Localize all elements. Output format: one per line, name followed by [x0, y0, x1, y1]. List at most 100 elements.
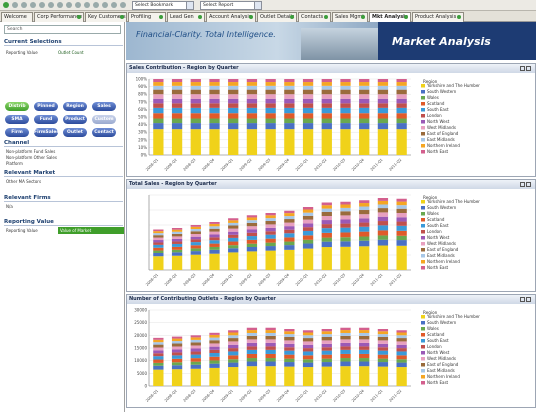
- legend-item: Northern Ireland: [427, 259, 460, 264]
- tab-lead-gen[interactable]: Lead Gen: [167, 12, 205, 22]
- report-select[interactable]: Select Report: [200, 1, 262, 10]
- bar-segment: [377, 358, 389, 363]
- channel-item[interactable]: Non-platform Other Sales: [6, 155, 57, 160]
- bar-segment: [302, 89, 314, 95]
- bar-segment: [209, 334, 220, 338]
- chart-panel-contribution[interactable]: Sales Contribution - Region by Quarter 0…: [126, 63, 536, 177]
- tab-label: Corp Performance: [37, 14, 83, 20]
- filter-button-contact[interactable]: Contact: [92, 128, 116, 137]
- x-tick-label: 2010-Q2: [314, 273, 328, 287]
- filter-button-fund[interactable]: Fund: [34, 115, 58, 124]
- lock-icon[interactable]: [48, 2, 54, 8]
- bar-segment: [284, 85, 295, 90]
- x-tick-label: 2008-Q3: [183, 389, 197, 403]
- filter-button-product[interactable]: Product: [63, 115, 87, 124]
- bar-segment: [321, 336, 332, 341]
- bar-segment: [246, 349, 258, 354]
- filter-button-pinned[interactable]: Pinned: [34, 102, 58, 111]
- bar-segment: [171, 352, 183, 356]
- help-icon[interactable]: [111, 2, 117, 8]
- bar-segment: [359, 85, 370, 90]
- filter-button-firmsales[interactable]: FirmSales: [34, 128, 59, 137]
- filter-button-distrib[interactable]: Distrib: [5, 102, 29, 111]
- legend-item: North West: [427, 119, 450, 124]
- redo-icon[interactable]: [39, 2, 45, 8]
- forward-icon[interactable]: [21, 2, 27, 8]
- bar-segment: [359, 218, 370, 223]
- bar-segment: [321, 89, 332, 95]
- bar-segment: [284, 233, 295, 238]
- filter-button-firm[interactable]: Firm: [5, 128, 29, 137]
- reporting-value-select[interactable]: Value of Market: [58, 227, 124, 234]
- bar-segment: [284, 340, 295, 344]
- bar-segment: [302, 107, 314, 114]
- undo-icon[interactable]: [30, 2, 36, 8]
- bar-segment: [153, 231, 164, 234]
- chart-panel-total-sales[interactable]: Total Sales - Region by Quarter 2008-Q1 2…: [126, 179, 536, 292]
- tab-profiling[interactable]: Profiling: [128, 12, 166, 22]
- tab-label: Key Customers: [88, 14, 126, 20]
- filter-button-sales[interactable]: Sales: [92, 102, 116, 111]
- bar-segment: [246, 247, 258, 252]
- tab-contacts[interactable]: Contacts: [298, 12, 331, 22]
- window-controls[interactable]: [519, 66, 533, 71]
- y-tick-label: 40%: [138, 122, 147, 127]
- email-icon[interactable]: [102, 2, 108, 8]
- tab-corp-performance[interactable]: Corp Performance: [34, 12, 84, 22]
- bar-segment: [321, 228, 332, 233]
- x-tick-label: 2008-Q3: [183, 273, 197, 287]
- bar-segment: [284, 226, 295, 230]
- print-icon[interactable]: [84, 2, 90, 8]
- tab-mkt-analysis[interactable]: Mkt Analysis: [369, 12, 411, 22]
- tab-key-customers[interactable]: Key Customers: [85, 12, 127, 22]
- maximize-icon: [526, 66, 531, 71]
- x-tick-label: 2008-Q1: [145, 389, 159, 403]
- chart-outlets[interactable]: 0 5000 10000 15000 20000 25000 30000 2008-Q1 200…: [127, 304, 535, 408]
- bar-segment: [284, 210, 295, 214]
- filter-button-custom[interactable]: Custom: [92, 115, 116, 124]
- chevron-down-icon[interactable]: [186, 2, 193, 9]
- chart-total-sales[interactable]: 2008-Q1 2008-Q2 2008-Q3 2008-Q4 2009-Q1 2009-…: [127, 189, 535, 292]
- tab-welcome[interactable]: Welcome: [1, 12, 33, 22]
- search-icon[interactable]: [66, 2, 72, 8]
- home-icon[interactable]: [3, 2, 9, 8]
- chart-contribution[interactable]: 0% 10% 20% 30% 40% 50% 60% 70% 80% 90% 100% 2008-Q1…: [127, 73, 535, 177]
- filter-button-sma[interactable]: SMA: [5, 115, 29, 124]
- settings-icon[interactable]: [120, 2, 126, 8]
- tab-sales-mgmt[interactable]: Sales Mgmt: [332, 12, 368, 22]
- x-tick-label: 2009-Q3: [257, 273, 271, 287]
- bookmark-select[interactable]: Select Bookmark: [132, 1, 194, 10]
- x-tick-label: 2009-Q2: [239, 273, 253, 287]
- bookmark-icon[interactable]: [75, 2, 81, 8]
- export-icon[interactable]: [93, 2, 99, 8]
- bar-segment: [171, 362, 183, 366]
- chart-panel-outlets[interactable]: Number of Contributing Outlets - Region …: [126, 294, 536, 408]
- bar-segment: [153, 339, 164, 343]
- window-controls[interactable]: [519, 182, 533, 187]
- window-controls[interactable]: [519, 297, 533, 302]
- bar-segment: [228, 225, 239, 229]
- relevant-firms-item[interactable]: N/a: [6, 204, 13, 209]
- back-icon[interactable]: [12, 2, 18, 8]
- bar-segment: [377, 336, 389, 341]
- filter-button-outlet[interactable]: Outlet: [63, 128, 87, 137]
- bar-segment: [340, 361, 351, 367]
- bar-segment: [265, 118, 276, 124]
- bar-segment: [171, 246, 183, 250]
- tab-product-analysis[interactable]: Product Analysis: [412, 12, 464, 22]
- channel-item[interactable]: Non-platform Fund Sales: [6, 149, 56, 154]
- tab-account-analysis[interactable]: Account Analysis: [206, 12, 256, 22]
- bar-segment: [396, 118, 407, 124]
- chevron-down-icon[interactable]: [254, 2, 261, 9]
- current-selections-title: Current Selections: [4, 38, 123, 46]
- bar-segment: [302, 103, 314, 108]
- channel-item[interactable]: Platform: [6, 161, 23, 166]
- filter-button-region[interactable]: Region: [63, 102, 87, 111]
- clear-icon[interactable]: [57, 2, 63, 8]
- relevant-market-item[interactable]: Other MA Sectors: [6, 179, 42, 184]
- bar-segment: [321, 85, 332, 90]
- search-input[interactable]: Search: [4, 25, 121, 34]
- bar-segment: [396, 240, 407, 246]
- x-tick-label: 2008-Q2: [164, 158, 178, 172]
- tab-outlet-details[interactable]: Outlet Details: [257, 12, 297, 22]
